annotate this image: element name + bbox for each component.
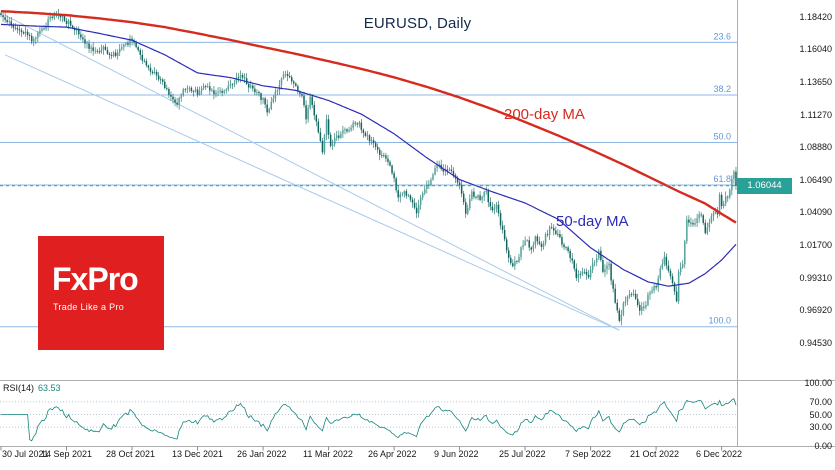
rsi-axis-label: 100.00 [804, 378, 832, 388]
rsi-axis-label: 50.00 [809, 410, 832, 420]
date-label: 28 Oct 2021 [106, 449, 156, 459]
fxpro-tagline: Trade Like a Pro [53, 302, 124, 313]
date-label: 7 Sep 2022 [565, 449, 612, 459]
date-label: 13 Dec 2021 [172, 449, 224, 459]
date-label: 9 Jun 2022 [434, 449, 479, 459]
panel-separators [0, 0, 835, 447]
date-label: 30 Jul 2021 [2, 449, 49, 459]
price-axis-label: 0.99310 [799, 273, 832, 283]
date-label: 11 Mar 2022 [303, 449, 353, 459]
price-axis-label: 0.96920 [799, 305, 832, 315]
fxpro-logo-text: FxPro [52, 261, 139, 297]
rsi-value: 63.53 [38, 383, 61, 393]
fib-level-label: 23.6 [713, 31, 731, 41]
ma50-annotation: 50-day MA [556, 213, 629, 230]
date-label: 21 Oct 2022 [630, 449, 680, 459]
ma200-annotation: 200-day MA [504, 106, 585, 123]
date-ticks [0, 446, 723, 451]
price-axis-label: 0.94530 [799, 338, 832, 348]
fib-level-label: 61.8 [713, 174, 731, 184]
fxpro-logo: FxPro Trade Like a Pro [38, 236, 164, 350]
rsi-axis-label: 70.00 [809, 397, 832, 407]
rsi-name: RSI(14) [3, 383, 35, 393]
fib-level-label: 100.0 [708, 316, 731, 326]
date-label: 26 Apr 2022 [368, 449, 417, 459]
price-axis-label: 1.04090 [799, 207, 832, 217]
rsi-indicator-label: RSI(14) 63.53 [3, 383, 61, 393]
price-axis: 1.18420 1.16040 1.13650 1.11270 1.08880 1.064… [737, 0, 835, 451]
date-label: 6 Dec 2022 [696, 449, 743, 459]
rsi-line [1, 397, 737, 442]
date-label: 14 Sep 2021 [41, 449, 93, 459]
ma50-line [0, 23, 737, 287]
rsi-guides-group [0, 401, 737, 428]
current-price-tag: 1.06044 [737, 178, 792, 194]
trendlines-group [4, 14, 620, 331]
price-axis-label: 1.08880 [799, 142, 832, 152]
price-axis-label: 1.13650 [799, 77, 832, 87]
chart-title: EURUSD, Daily [363, 15, 472, 32]
rsi-axis-label: 30.00 [809, 422, 832, 432]
fib-level-label: 50.0 [713, 132, 731, 142]
price-axis-label: 1.16040 [799, 44, 832, 54]
date-label: 26 Jan 2022 [237, 449, 287, 459]
candles-group [0, 8, 737, 326]
fib-level-label: 38.2 [713, 84, 731, 94]
rsi-axis-label: 0.00 [814, 441, 832, 451]
price-axis-label: 1.06490 [799, 175, 832, 185]
date-axis: 30 Jul 2021 14 Sep 2021 28 Oct 2021 13 Dec … [0, 449, 835, 469]
price-axis-label: 1.18420 [799, 12, 832, 22]
price-axis-label: 1.11270 [800, 110, 832, 120]
price-axis-label: 1.01700 [799, 240, 832, 250]
date-label: 25 Jul 2022 [499, 449, 546, 459]
ma200-line [0, 10, 737, 224]
